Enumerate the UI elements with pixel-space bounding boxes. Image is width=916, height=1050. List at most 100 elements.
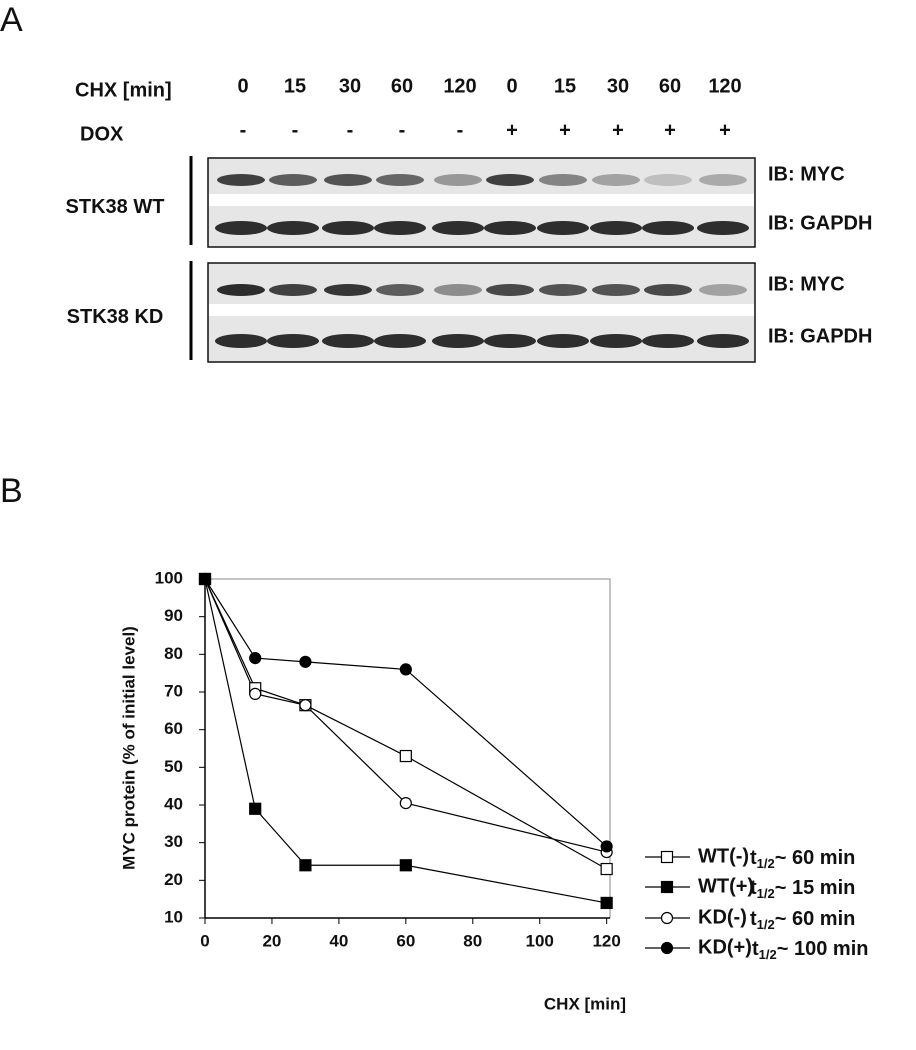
band-myc	[324, 284, 372, 296]
lane-time: 60	[659, 75, 681, 97]
band-myc	[217, 284, 265, 296]
band-myc	[217, 174, 265, 186]
band-gapdh	[537, 221, 589, 235]
lane-time: 30	[339, 75, 361, 97]
band-myc	[539, 174, 587, 186]
x-tick-label: 20	[262, 931, 281, 950]
legend-label: KD(+)	[698, 936, 752, 958]
chx-label: CHX [min]	[75, 79, 172, 101]
lane-dox: -	[399, 119, 406, 141]
lane-dox: -	[240, 119, 247, 141]
half-life: t1/2~ 100 min	[752, 938, 868, 962]
band-myc	[486, 174, 534, 186]
half-life: t1/2~ 15 min	[750, 877, 855, 901]
half-life-subscript: 1/2	[757, 856, 775, 871]
marker	[399, 797, 412, 810]
half-life-subscript: 1/2	[757, 917, 775, 932]
y-tick-label: 100	[155, 568, 183, 587]
series-line	[204, 578, 607, 904]
band-label: IB: MYC	[768, 163, 845, 185]
band-gapdh	[432, 221, 484, 235]
band-gapdh	[432, 334, 484, 348]
y-tick-label: 60	[164, 719, 183, 738]
half-life-value: ~ 60 min	[775, 908, 856, 930]
band-myc	[539, 284, 587, 296]
y-tick-label: 10	[164, 907, 183, 926]
band-myc	[699, 284, 747, 296]
lane-dox: -	[347, 119, 354, 141]
band-myc	[434, 284, 482, 296]
panel-label: A	[0, 1, 23, 39]
half-life-symbol: t	[750, 908, 757, 930]
band-gapdh	[590, 334, 642, 348]
marker	[399, 663, 412, 676]
marker	[600, 896, 613, 910]
band-gapdh	[537, 334, 589, 348]
band-gapdh	[590, 221, 642, 235]
band-myc	[269, 284, 317, 296]
x-axis-label: CHX [min]	[544, 994, 626, 1013]
blot-gap	[209, 194, 754, 206]
half-life-subscript: 1/2	[759, 947, 777, 962]
x-tick-label: 100	[526, 931, 554, 950]
half-life-value: ~ 100 min	[777, 938, 869, 960]
blot-gap	[209, 304, 754, 316]
half-life-subscript: 1/2	[757, 886, 775, 901]
y-tick-label: 20	[164, 870, 183, 889]
lane-time: 120	[443, 75, 476, 97]
legend-label: WT(+)	[698, 875, 754, 897]
marker	[660, 880, 674, 894]
legend-label: KD(-)	[698, 906, 747, 928]
marker	[198, 572, 212, 586]
lane-dox: +	[559, 119, 571, 141]
band-label: IB: GAPDH	[768, 325, 872, 347]
band-myc	[324, 174, 372, 186]
dox-label: DOX	[80, 123, 124, 145]
marker	[299, 655, 312, 668]
marker	[249, 687, 262, 700]
band-myc	[592, 284, 640, 296]
half-life-symbol: t	[752, 938, 759, 960]
lane-dox: +	[719, 119, 731, 141]
x-tick-label: 120	[592, 931, 620, 950]
marker	[399, 749, 412, 763]
band-myc	[699, 174, 747, 186]
band-myc	[376, 174, 424, 186]
y-tick-label: 80	[164, 644, 183, 663]
band-myc	[644, 284, 692, 296]
lane-time: 30	[607, 75, 629, 97]
half-life-symbol: t	[750, 877, 757, 899]
band-gapdh	[642, 334, 694, 348]
x-tick-label: 80	[463, 931, 482, 950]
marker	[600, 862, 613, 876]
lane-time: 0	[237, 75, 248, 97]
x-tick-label: 0	[200, 931, 209, 950]
band-gapdh	[267, 221, 319, 235]
band-gapdh	[484, 221, 536, 235]
half-life-value: ~ 60 min	[775, 847, 856, 869]
marker	[660, 911, 674, 925]
lane-dox: +	[506, 119, 518, 141]
y-tick-label: 40	[164, 794, 183, 813]
y-tick-label: 70	[164, 681, 183, 700]
band-myc	[486, 284, 534, 296]
marker	[600, 840, 613, 853]
lane-time: 120	[708, 75, 741, 97]
x-tick-label: 60	[396, 931, 415, 950]
lane-time: 15	[284, 75, 306, 97]
legend-label: WT(-)	[698, 845, 749, 867]
band-myc	[434, 174, 482, 186]
marker	[249, 802, 262, 815]
x-tick-label: 40	[329, 931, 348, 950]
lane-time: 60	[391, 75, 413, 97]
band-myc	[269, 174, 317, 186]
band-label: IB: MYC	[768, 273, 845, 295]
lane-dox: -	[457, 119, 464, 141]
half-life: t1/2~ 60 min	[750, 847, 855, 871]
half-life-value: ~ 15 min	[775, 877, 856, 899]
band-gapdh	[215, 221, 267, 235]
marker	[249, 651, 262, 665]
band-gapdh	[322, 334, 374, 348]
